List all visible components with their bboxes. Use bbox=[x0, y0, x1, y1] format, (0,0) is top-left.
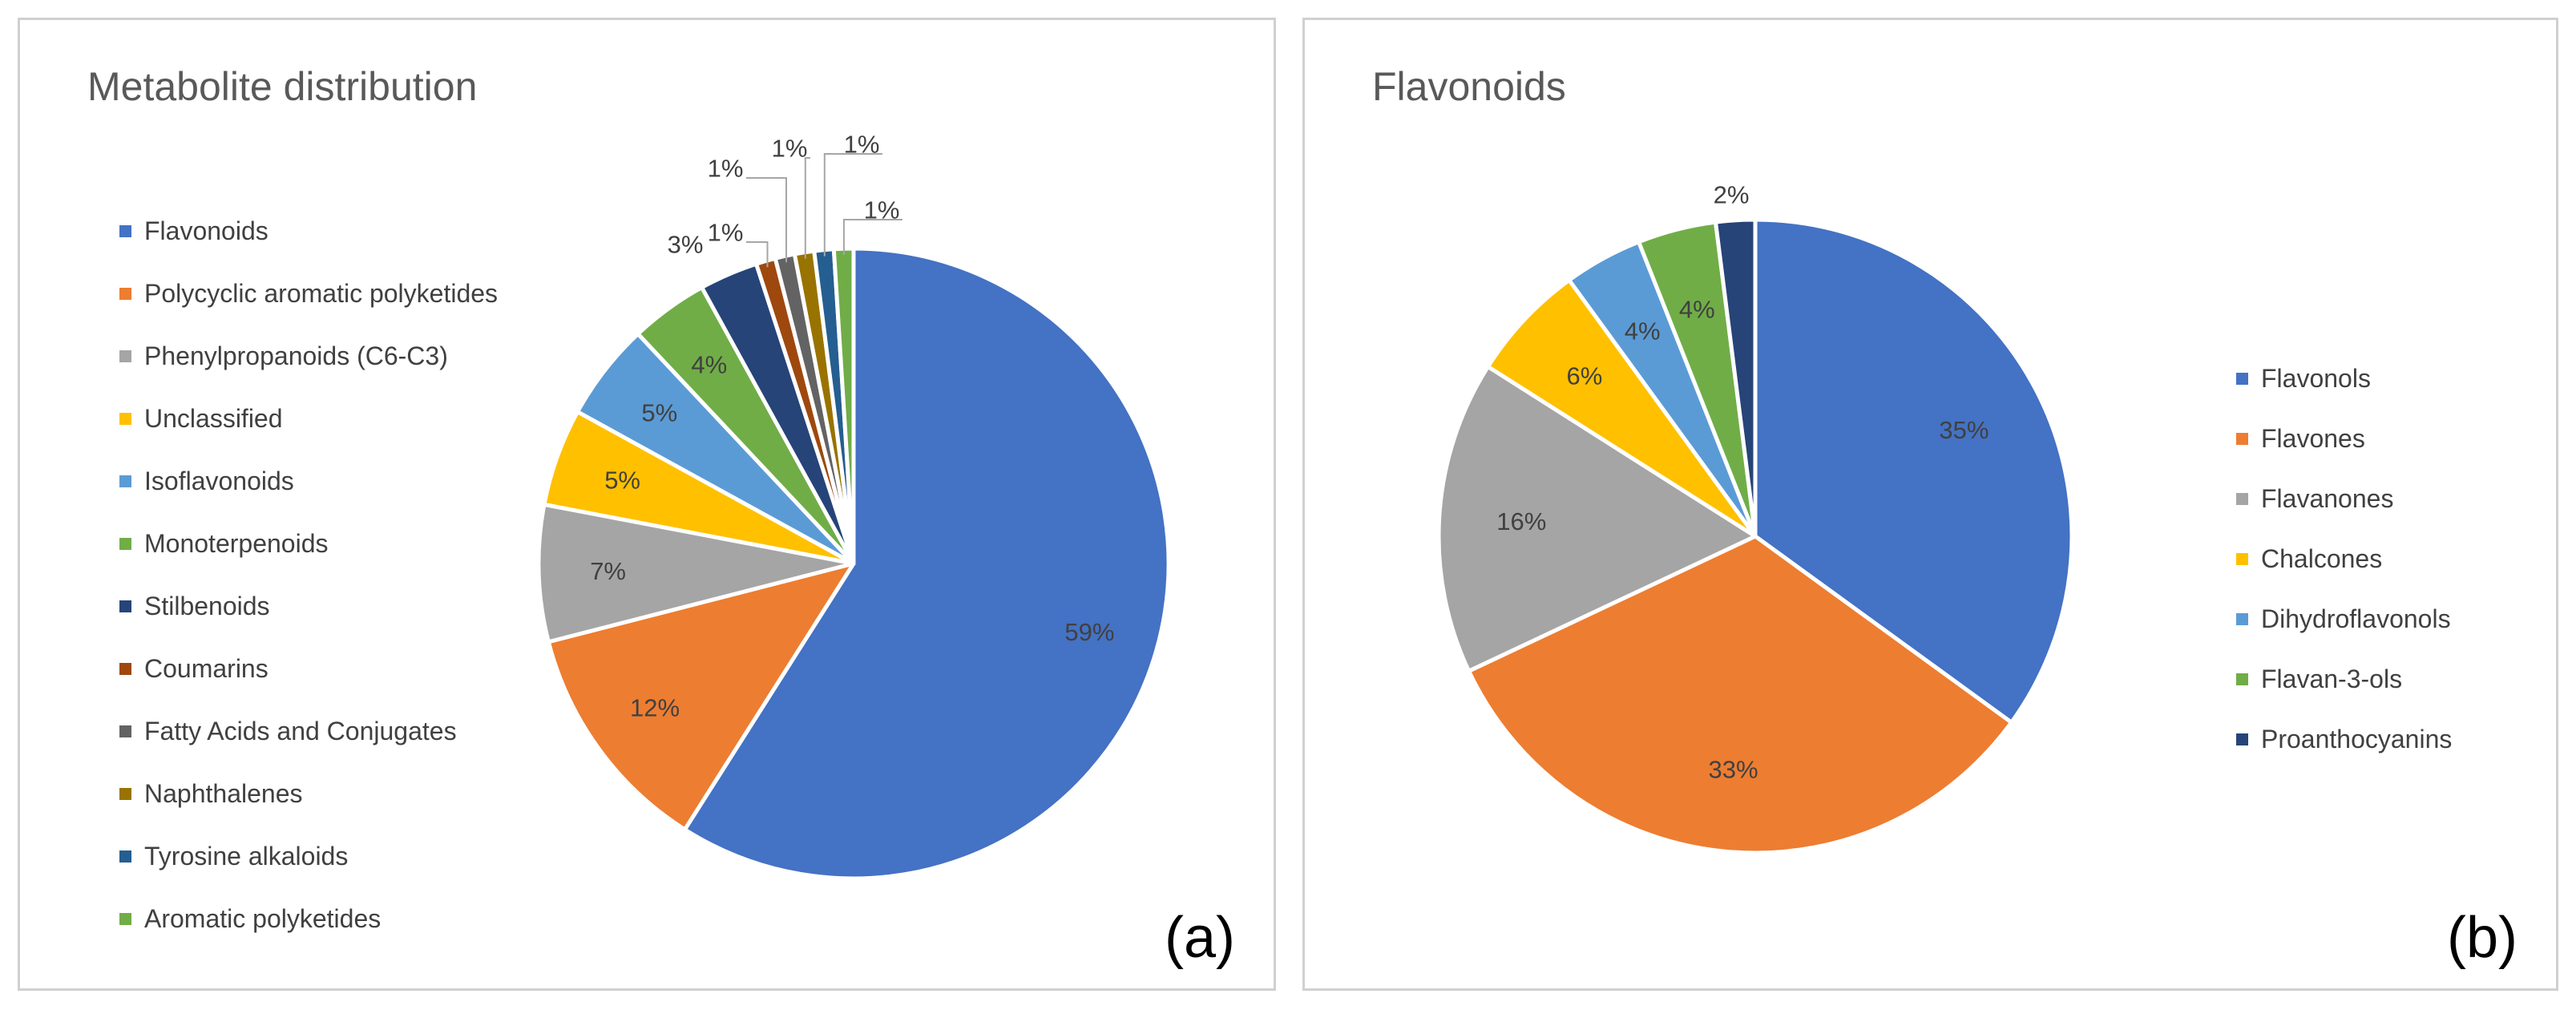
chart-title: Metabolite distribution bbox=[87, 64, 478, 109]
data-label: 6% bbox=[1566, 362, 1602, 390]
data-label: 1% bbox=[864, 196, 900, 224]
pie-slice-proanthocyanins bbox=[1713, 217, 1758, 539]
legend-label: Tyrosine alkaloids bbox=[144, 841, 349, 871]
data-label: 5% bbox=[641, 399, 677, 427]
legend-item: Unclassified bbox=[119, 387, 498, 450]
data-label: 1% bbox=[708, 155, 744, 183]
legend-swatch bbox=[2236, 733, 2248, 745]
legend-item: Flavonols bbox=[2236, 349, 2452, 409]
legend-swatch bbox=[119, 912, 131, 925]
data-label: 1% bbox=[708, 219, 744, 247]
legend-label: Fatty Acids and Conjugates bbox=[144, 716, 457, 745]
legend-label: Phenylpropanoids (C6-C3) bbox=[144, 341, 448, 370]
leader-line bbox=[842, 219, 902, 256]
legend-item: Phenylpropanoids (C6-C3) bbox=[119, 325, 498, 387]
data-label: 7% bbox=[590, 557, 626, 585]
pie-slice-flavones bbox=[1467, 534, 2014, 855]
data-label: 35% bbox=[1939, 416, 1989, 444]
legend-item: Flavonoids bbox=[119, 200, 498, 262]
legend-swatch bbox=[119, 412, 131, 425]
legend-label: Flavonoids bbox=[144, 216, 269, 245]
legend-label: Proanthocyanins bbox=[2261, 725, 2453, 753]
legend-item: Fatty Acids and Conjugates bbox=[119, 700, 498, 762]
legend-swatch bbox=[119, 537, 131, 550]
panel-label: (a) bbox=[1165, 906, 1235, 970]
legend: Flavonols Flavones Flavanones Chalcones Dihy… bbox=[2236, 349, 2452, 770]
legend: Flavonoids Polycyclic aromatic polyketide… bbox=[119, 200, 498, 950]
data-label: 1% bbox=[772, 135, 808, 163]
legend-label: Chalcones bbox=[2261, 544, 2383, 573]
legend-label: Dihydroflavonols bbox=[2261, 604, 2451, 633]
legend-item: Isoflavonoids bbox=[119, 450, 498, 512]
legend-swatch bbox=[119, 349, 131, 362]
legend-swatch bbox=[119, 850, 131, 863]
legend-item: Flavan-3-ols bbox=[2236, 649, 2452, 709]
data-label: 1% bbox=[844, 131, 880, 159]
data-label: 5% bbox=[604, 467, 640, 495]
legend-item: Polycyclic aromatic polyketides bbox=[119, 262, 498, 325]
panel-label: (b) bbox=[2447, 906, 2517, 970]
pie-slice-flavanones bbox=[1436, 364, 1758, 673]
legend-item: Flavones bbox=[2236, 409, 2452, 469]
legend-item: Chalcones bbox=[2236, 529, 2452, 589]
leader-line bbox=[804, 157, 810, 259]
flavonoid-pie: 35% 33% 16% 6% 4% 4% 2% bbox=[1436, 181, 2074, 855]
legend-swatch bbox=[2236, 493, 2248, 505]
data-label: 4% bbox=[691, 351, 727, 379]
pie-slice-chalcones bbox=[1485, 277, 1758, 539]
legend-swatch bbox=[2236, 673, 2248, 685]
pie-slice-phenylpropanoids-c6-c3 bbox=[536, 502, 856, 644]
legend-item: Dihydroflavonols bbox=[2236, 589, 2452, 649]
legend-item: Coumarins bbox=[119, 637, 498, 700]
data-label: 33% bbox=[1708, 756, 1758, 784]
pie-slice-flavonoids bbox=[682, 246, 1171, 881]
legend-item: Stilbenoids bbox=[119, 575, 498, 637]
legend-swatch bbox=[2236, 553, 2248, 565]
leader-line bbox=[823, 153, 882, 257]
legend-label: Unclassified bbox=[144, 403, 283, 433]
chart-title: Flavonoids bbox=[1372, 64, 1566, 109]
legend-swatch bbox=[119, 224, 131, 237]
legend-label: Flavonols bbox=[2261, 364, 2371, 393]
legend-swatch bbox=[2236, 433, 2248, 445]
data-label: 4% bbox=[1625, 317, 1661, 345]
legend-swatch bbox=[119, 725, 131, 737]
legend-item: Monoterpenoids bbox=[119, 512, 498, 575]
pie-slice-flavonols bbox=[1753, 217, 2074, 725]
legend-swatch bbox=[119, 787, 131, 800]
legend-label: Flavones bbox=[2261, 424, 2365, 453]
leader-line bbox=[746, 241, 769, 268]
legend-item: Naphthalenes bbox=[119, 762, 498, 825]
data-label: 12% bbox=[630, 694, 680, 722]
legend-label: Flavanones bbox=[2261, 484, 2394, 513]
legend-swatch bbox=[119, 475, 131, 487]
data-label: 3% bbox=[668, 231, 704, 259]
legend-label: Stilbenoids bbox=[144, 591, 270, 620]
legend-label: Monoterpenoids bbox=[144, 528, 329, 558]
legend-item: Tyrosine alkaloids bbox=[119, 825, 498, 887]
legend-label: Naphthalenes bbox=[144, 778, 303, 808]
legend-label: Polycyclic aromatic polyketides bbox=[144, 278, 499, 308]
legend-label: Flavan-3-ols bbox=[2261, 665, 2403, 693]
data-label: 16% bbox=[1496, 507, 1546, 535]
legend-swatch bbox=[119, 600, 131, 612]
legend-item: Flavanones bbox=[2236, 469, 2452, 529]
legend-swatch bbox=[2236, 613, 2248, 625]
legend-label: Coumarins bbox=[144, 653, 269, 683]
pie-slice-polycyclic-aromatic-polyketides bbox=[546, 561, 856, 832]
metabolite-pie: 59%12%7%5%5%4%3% 1%1%1% 1%1% bbox=[536, 131, 1171, 881]
legend-label: Isoflavonoids bbox=[144, 466, 294, 495]
legend-item: Proanthocyanins bbox=[2236, 709, 2452, 770]
data-label: 4% bbox=[1679, 295, 1715, 323]
legend-swatch bbox=[2236, 373, 2248, 385]
data-label: 2% bbox=[1714, 181, 1750, 209]
data-label: 59% bbox=[1064, 618, 1114, 646]
legend-swatch bbox=[119, 287, 131, 300]
legend-swatch bbox=[119, 662, 131, 675]
legend-item: Aromatic polyketides bbox=[119, 887, 498, 950]
leader-line bbox=[746, 177, 787, 263]
legend-label: Aromatic polyketides bbox=[144, 903, 382, 933]
